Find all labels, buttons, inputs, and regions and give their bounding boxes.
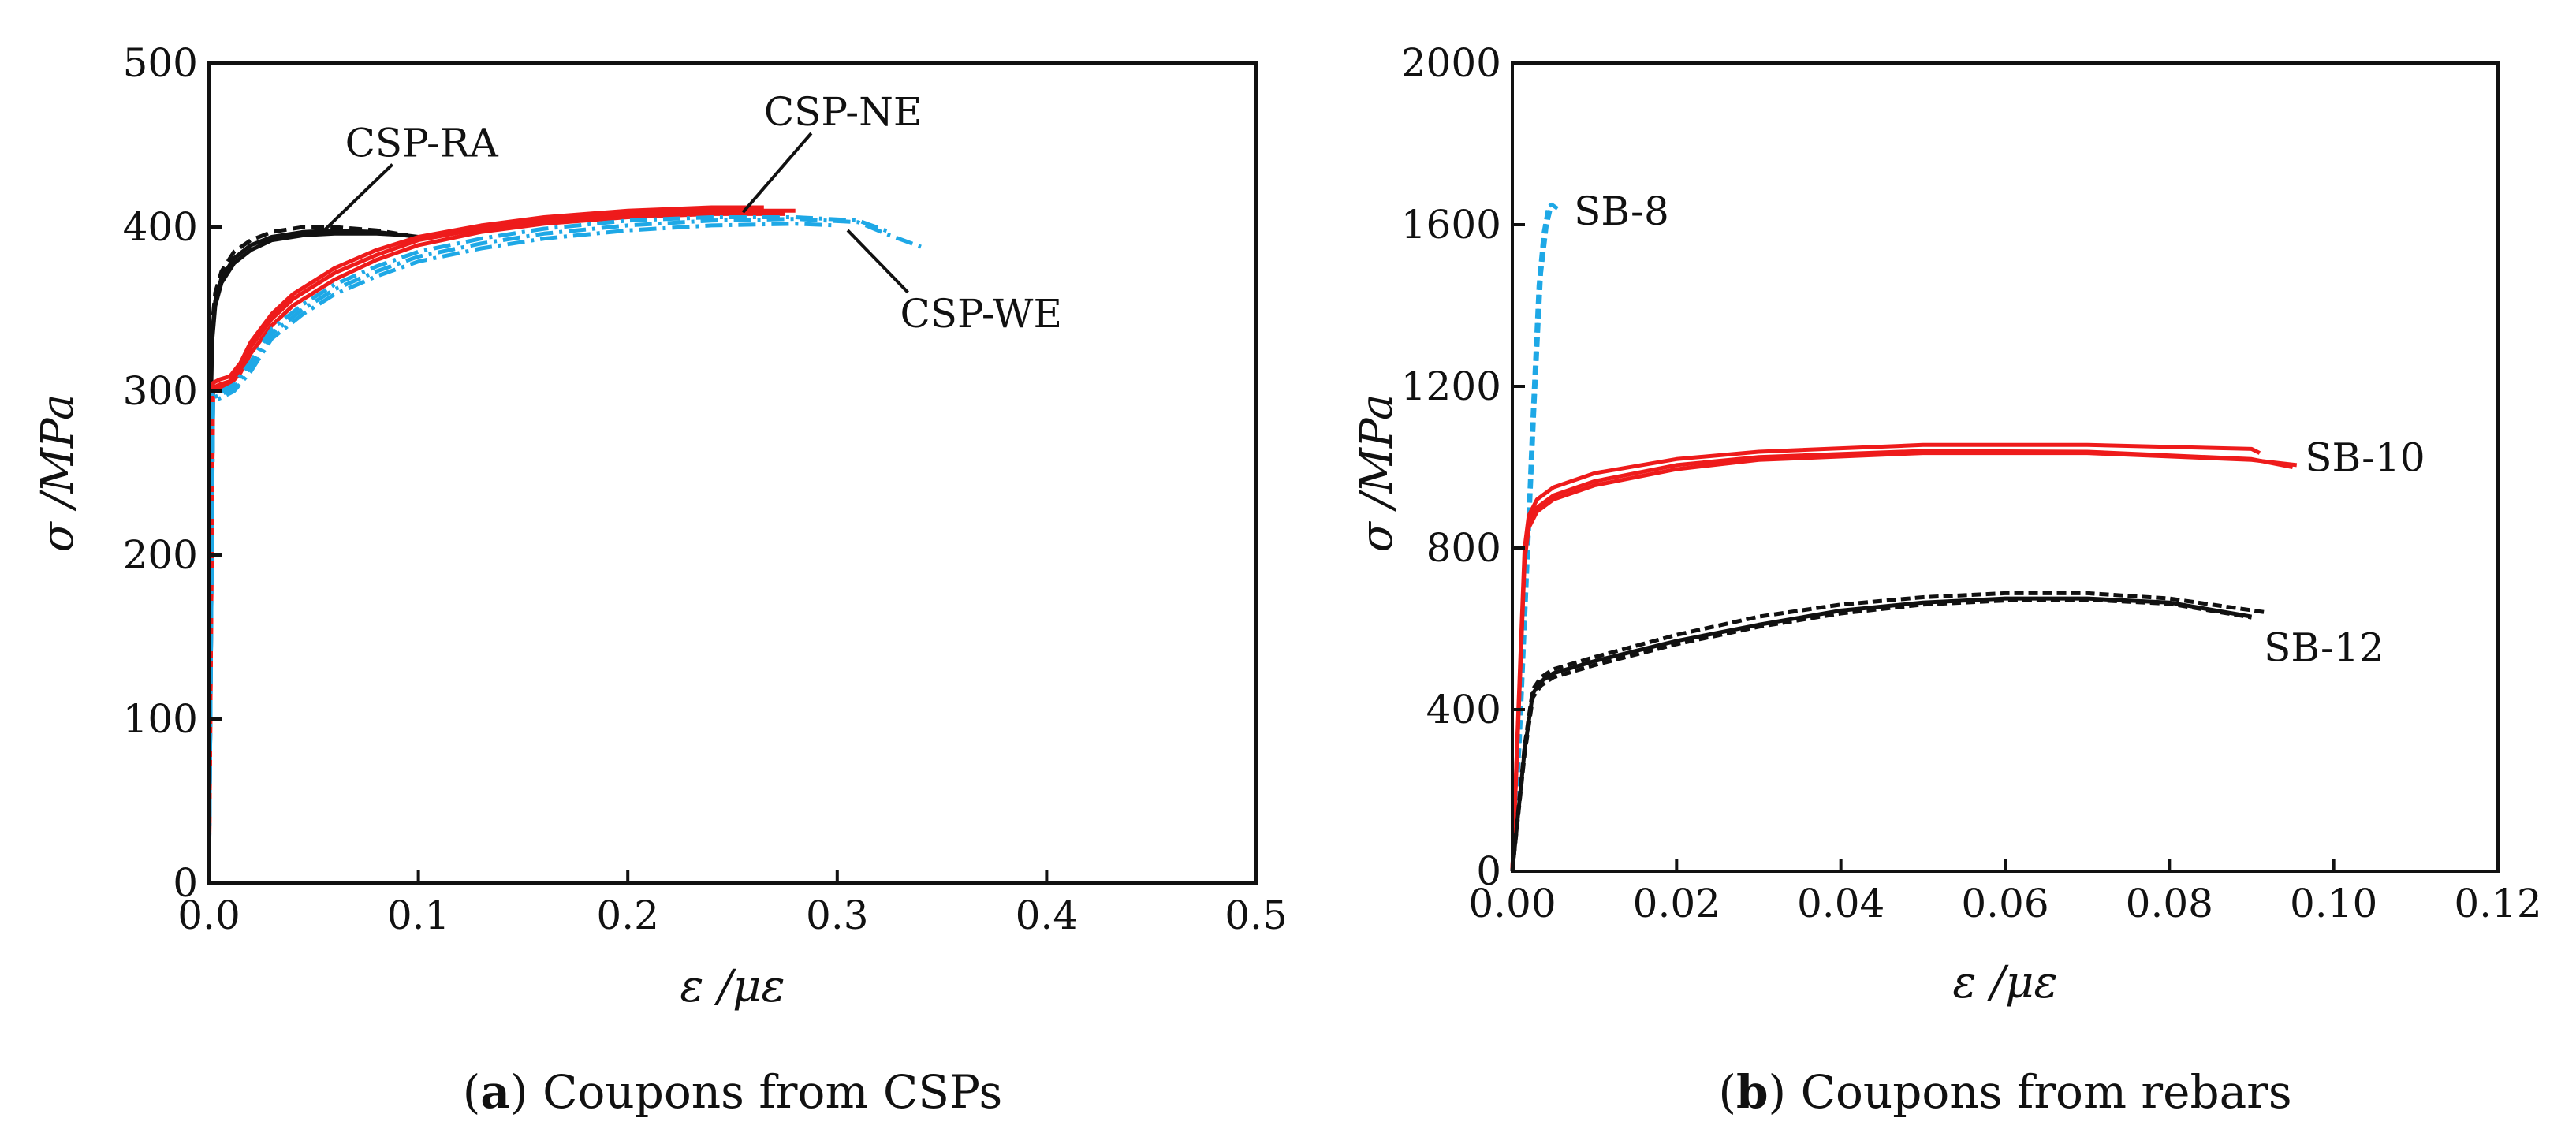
annotation-sb-8: SB-8: [1574, 188, 1669, 234]
y-tick-label: 2000: [1401, 40, 1501, 86]
panel-a-caption-text: Coupons from CSPs: [542, 1065, 1002, 1119]
x-tick-label: 0.10: [2290, 881, 2377, 926]
panel-a-lines: [207, 205, 922, 884]
x-tick-label: 0.02: [1633, 881, 1720, 926]
y-tick-label: 500: [123, 40, 198, 86]
panel-a-caption-letter: a: [480, 1065, 510, 1119]
annotation-csp-we: CSP-WE: [900, 291, 1061, 337]
annotation-sb-12: SB-12: [2264, 625, 2384, 671]
series-line-csp-we-1: [207, 217, 922, 884]
panel-b-ylabel: σ /MPa: [1351, 394, 1403, 553]
annotation-leader-line: [846, 229, 909, 294]
panel-a-csps: CSP-RA CSP-NE CSP-WE 0.0 0.1 0.2 0.3 0.4 0.5 0 10…: [32, 40, 1288, 1119]
series-line-csp-ra-3: [207, 228, 419, 884]
series-line-csp-ra-2: [207, 225, 398, 884]
series-line-csp-we-2: [207, 215, 891, 884]
panel-a-ylabel: σ /MPa: [32, 394, 84, 553]
panel-b-xlabel: ε /με: [1952, 957, 2057, 1008]
y-tick-label: 800: [1426, 525, 1501, 571]
x-tick-label: 0.4: [1016, 892, 1079, 938]
y-tick-label: 1600: [1401, 202, 1501, 248]
x-tick-label: 0.5: [1225, 892, 1288, 938]
annotation-csp-ne: CSP-NE: [764, 89, 923, 135]
y-tick-label: 400: [123, 204, 198, 250]
panel-a-annotations: CSP-RA CSP-NE CSP-WE: [322, 89, 1062, 337]
series-line-csp-ne-3: [207, 211, 785, 884]
panel-a-ticks: 0.0 0.1 0.2 0.3 0.4 0.5 0 100 200 300 400 500: [123, 40, 1288, 938]
x-tick-label: 0.08: [2126, 881, 2213, 926]
x-tick-label: 0.00: [1468, 881, 1556, 926]
y-tick-label: 1200: [1401, 363, 1501, 409]
y-tick-label: 200: [123, 532, 198, 578]
annotation-leader-line: [741, 132, 813, 214]
annotation-csp-ra: CSP-RA: [345, 121, 499, 166]
panel-b-caption: (b) Coupons from rebars: [1718, 1065, 2291, 1119]
series-line-csp-ne-2: [207, 205, 764, 884]
x-tick-label: 0.06: [1961, 881, 2048, 926]
panel-b-lines: [1510, 202, 2298, 872]
panel-a-caption: (a) Coupons from CSPs: [463, 1065, 1002, 1119]
series-line-sb-12-2: [1510, 591, 2268, 872]
y-tick-label: 400: [1426, 687, 1501, 732]
series-line-sb-8-3: [1510, 207, 1553, 872]
panel-b-caption-text: Coupons from rebars: [1801, 1065, 2292, 1119]
series-line-sb-10-1: [1510, 449, 2294, 872]
series-line-csp-ne-1: [207, 208, 796, 884]
y-tick-label: 0: [173, 860, 198, 906]
annotation-leader-line: [322, 163, 394, 232]
series-line-csp-ra-1: [207, 231, 408, 884]
y-tick-label: 100: [123, 696, 198, 742]
panel-b-ticks: 0.00 0.02 0.04 0.06 0.08 0.10 0.12 0 400 800 1200 1…: [1401, 40, 2542, 926]
panel-b-caption-letter: b: [1736, 1065, 1769, 1119]
y-tick-label: 300: [123, 368, 198, 414]
x-tick-label: 0.3: [806, 892, 869, 938]
x-tick-label: 0.12: [2454, 881, 2541, 926]
series-line-sb-12-3: [1510, 598, 2252, 872]
panel-a-xlabel: ε /με: [680, 961, 785, 1012]
panel-a-plot-frame: [207, 61, 1258, 885]
x-tick-label: 0.1: [387, 892, 450, 938]
x-tick-label: 0.2: [596, 892, 659, 938]
y-tick-label: 0: [1476, 848, 1501, 894]
annotation-sb-10: SB-10: [2305, 435, 2425, 481]
series-line-sb-10-3: [1510, 451, 2298, 872]
series-line-sb-12-1: [1510, 596, 2252, 872]
x-tick-label: 0.04: [1797, 881, 1884, 926]
series-line-csp-we-3: [207, 222, 837, 884]
x-tick-label: 0.0: [177, 892, 240, 938]
panel-b-annotations: SB-8 SB-10 SB-12: [1574, 188, 2425, 671]
